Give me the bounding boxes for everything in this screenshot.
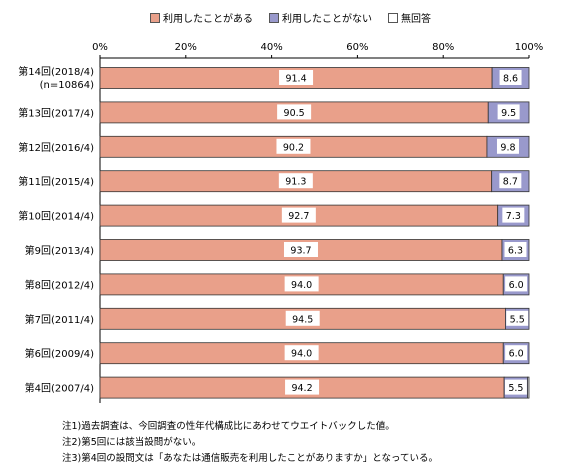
data-label: 5.5 (510, 314, 525, 325)
category-label: 第9回(2013/4) (25, 244, 94, 257)
data-label: 91.3 (285, 177, 306, 188)
category-label: 第8回(2012/4) (25, 278, 94, 291)
x-tick-label: 100% (515, 42, 544, 53)
data-label: 94.5 (292, 314, 313, 325)
data-label: 94.2 (291, 383, 312, 394)
data-label: 6.0 (509, 280, 524, 291)
data-label: 92.7 (288, 211, 309, 222)
footnote-3: 注3)第4回の設問文は「あなたは通信販売を利用したことがありますか」となっている… (62, 451, 438, 467)
category-label-n: (n=10864) (40, 80, 94, 91)
data-label: 6.0 (509, 349, 524, 360)
data-label: 8.7 (503, 177, 518, 188)
x-tick-label: 80% (432, 42, 454, 53)
data-label: 94.0 (291, 280, 312, 291)
category-label: 第7回(2011/4) (25, 313, 94, 326)
data-label: 6.3 (508, 246, 523, 257)
x-tick-label: 40% (260, 42, 282, 53)
category-label: 第10回(2014/4) (18, 210, 94, 223)
x-tick-label: 20% (175, 42, 197, 53)
category-label: 第12回(2016/4) (18, 141, 94, 154)
data-label: 90.2 (283, 142, 304, 153)
data-label: 9.5 (501, 108, 516, 119)
footnote-2: 注2)第5回には該当設問がない。 (62, 435, 438, 451)
category-label: 第4回(2007/4) (25, 382, 94, 395)
data-label: 8.6 (503, 74, 518, 85)
footnote-1: 注1)過去調査は、今回調査の性年代構成比にあわせてウエイトバックした値。 (62, 419, 438, 435)
footnotes: 注1)過去調査は、今回調査の性年代構成比にあわせてウエイトバックした値。 注2)… (62, 419, 438, 467)
data-label: 93.7 (290, 246, 311, 257)
bar-segment (528, 377, 529, 398)
x-tick-label: 0% (92, 42, 108, 53)
data-label: 94.0 (291, 349, 312, 360)
category-label: 第11回(2015/4) (18, 175, 94, 188)
data-label: 91.4 (285, 74, 306, 85)
data-label: 5.5 (508, 383, 523, 394)
category-label: 第14回(2018/4) (18, 65, 94, 78)
category-label: 第13回(2017/4) (18, 106, 94, 119)
stacked-bar-chart: 0% 20% 40% 60% 80% 100% 第14回(2018/4) (n=10864) 9… (0, 0, 562, 415)
data-label: 9.8 (500, 142, 515, 153)
data-label: 7.3 (506, 211, 521, 222)
data-label: 90.5 (284, 108, 305, 119)
x-tick-label: 60% (346, 42, 368, 53)
category-label: 第6回(2009/4) (25, 347, 94, 360)
